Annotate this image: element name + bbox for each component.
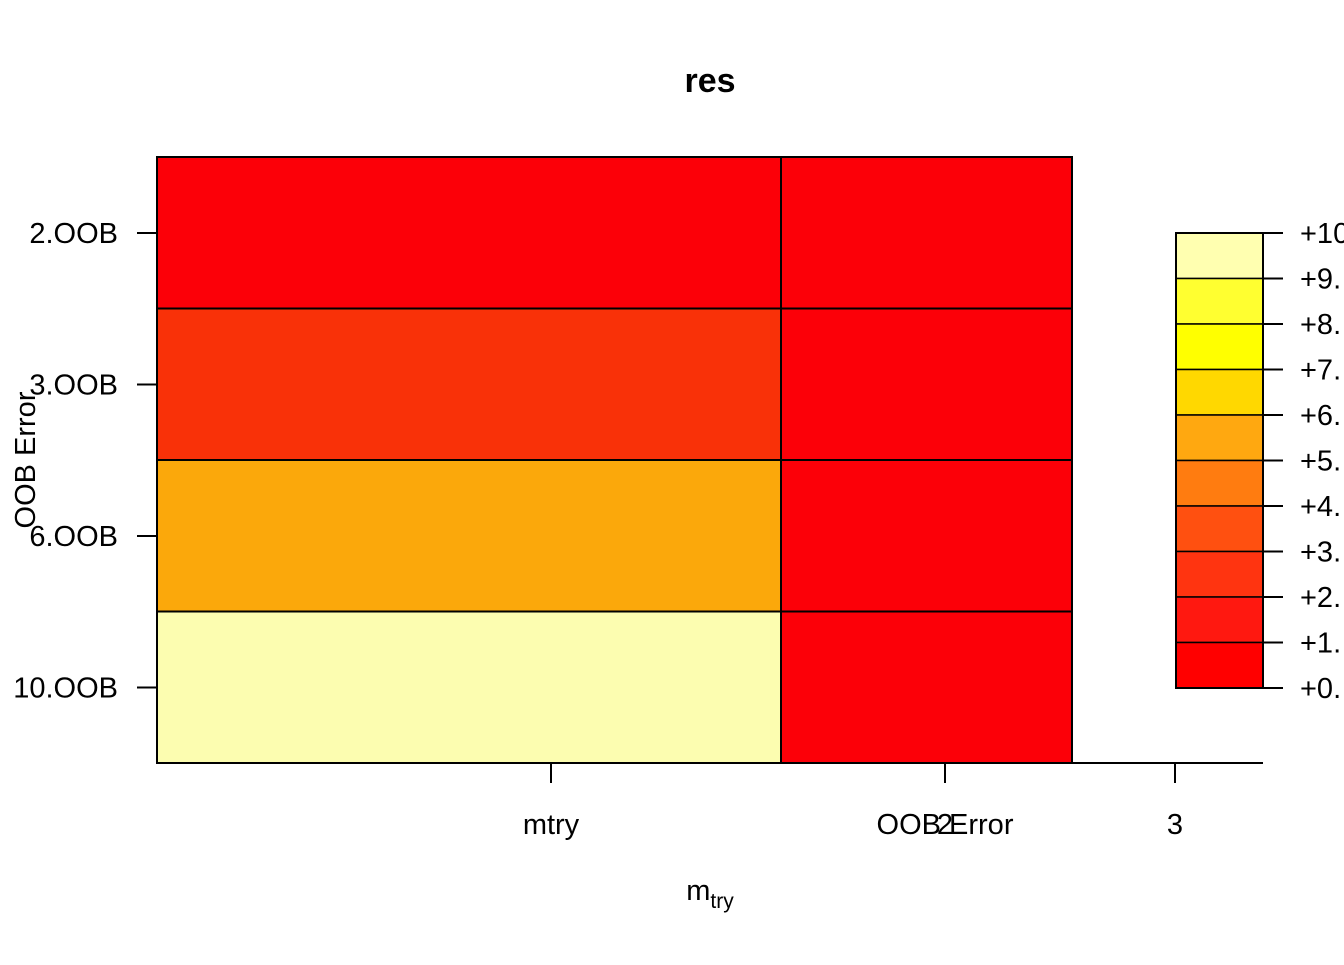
heatmap-cell: [780, 307, 1073, 461]
legend-swatch: [1175, 505, 1264, 553]
legend-swatch: [1175, 368, 1264, 416]
y-axis-label: OOB Error: [10, 391, 42, 528]
legend-tick-label: +4.: [1300, 491, 1341, 523]
legend-tick-label: +5.: [1300, 446, 1341, 478]
legend-swatch: [1175, 550, 1264, 598]
legend-swatch: [1175, 323, 1264, 371]
heatmap-cell: [156, 307, 782, 461]
heatmap-cell: [156, 156, 782, 310]
legend-tick-label: +0.: [1300, 673, 1341, 705]
legend-tick-label: +3.: [1300, 537, 1341, 569]
y-tick-label: 3.OOB: [29, 370, 118, 402]
legend-swatch: [1175, 232, 1264, 280]
legend-tick-label: +6.: [1300, 400, 1341, 432]
heatmap-cell: [156, 459, 782, 613]
legend-swatch: [1175, 459, 1264, 507]
legend-swatch: [1175, 277, 1264, 325]
y-tick-label: 10.OOB: [13, 673, 118, 705]
y-tick-label: 2.OOB: [29, 218, 118, 250]
heatmap-cell: [780, 610, 1073, 764]
heatmap-cell: [780, 156, 1073, 310]
chart-title: res: [684, 62, 735, 100]
legend-tick-label: +2.: [1300, 582, 1341, 614]
heatmap-cell: [156, 610, 782, 764]
legend-swatch: [1175, 414, 1264, 462]
x-axis-label: mtry: [686, 875, 734, 913]
legend-swatch: [1175, 596, 1264, 644]
legend-tick-label: +10: [1300, 218, 1344, 250]
x-column-label: OOB Error: [877, 809, 1014, 841]
legend-swatch: [1175, 641, 1264, 689]
x-column-label: mtry: [523, 809, 580, 841]
x-tick-label: 2: [937, 809, 953, 841]
y-tick-label: 6.OOB: [29, 521, 118, 553]
legend-tick-label: +8.: [1300, 309, 1341, 341]
legend-tick-label: +9.: [1300, 264, 1341, 296]
heatmap-cell: [780, 459, 1073, 613]
x-tick-label: 3: [1167, 809, 1183, 841]
legend-tick-label: +1.: [1300, 628, 1341, 660]
legend-tick-label: +7.: [1300, 355, 1341, 387]
